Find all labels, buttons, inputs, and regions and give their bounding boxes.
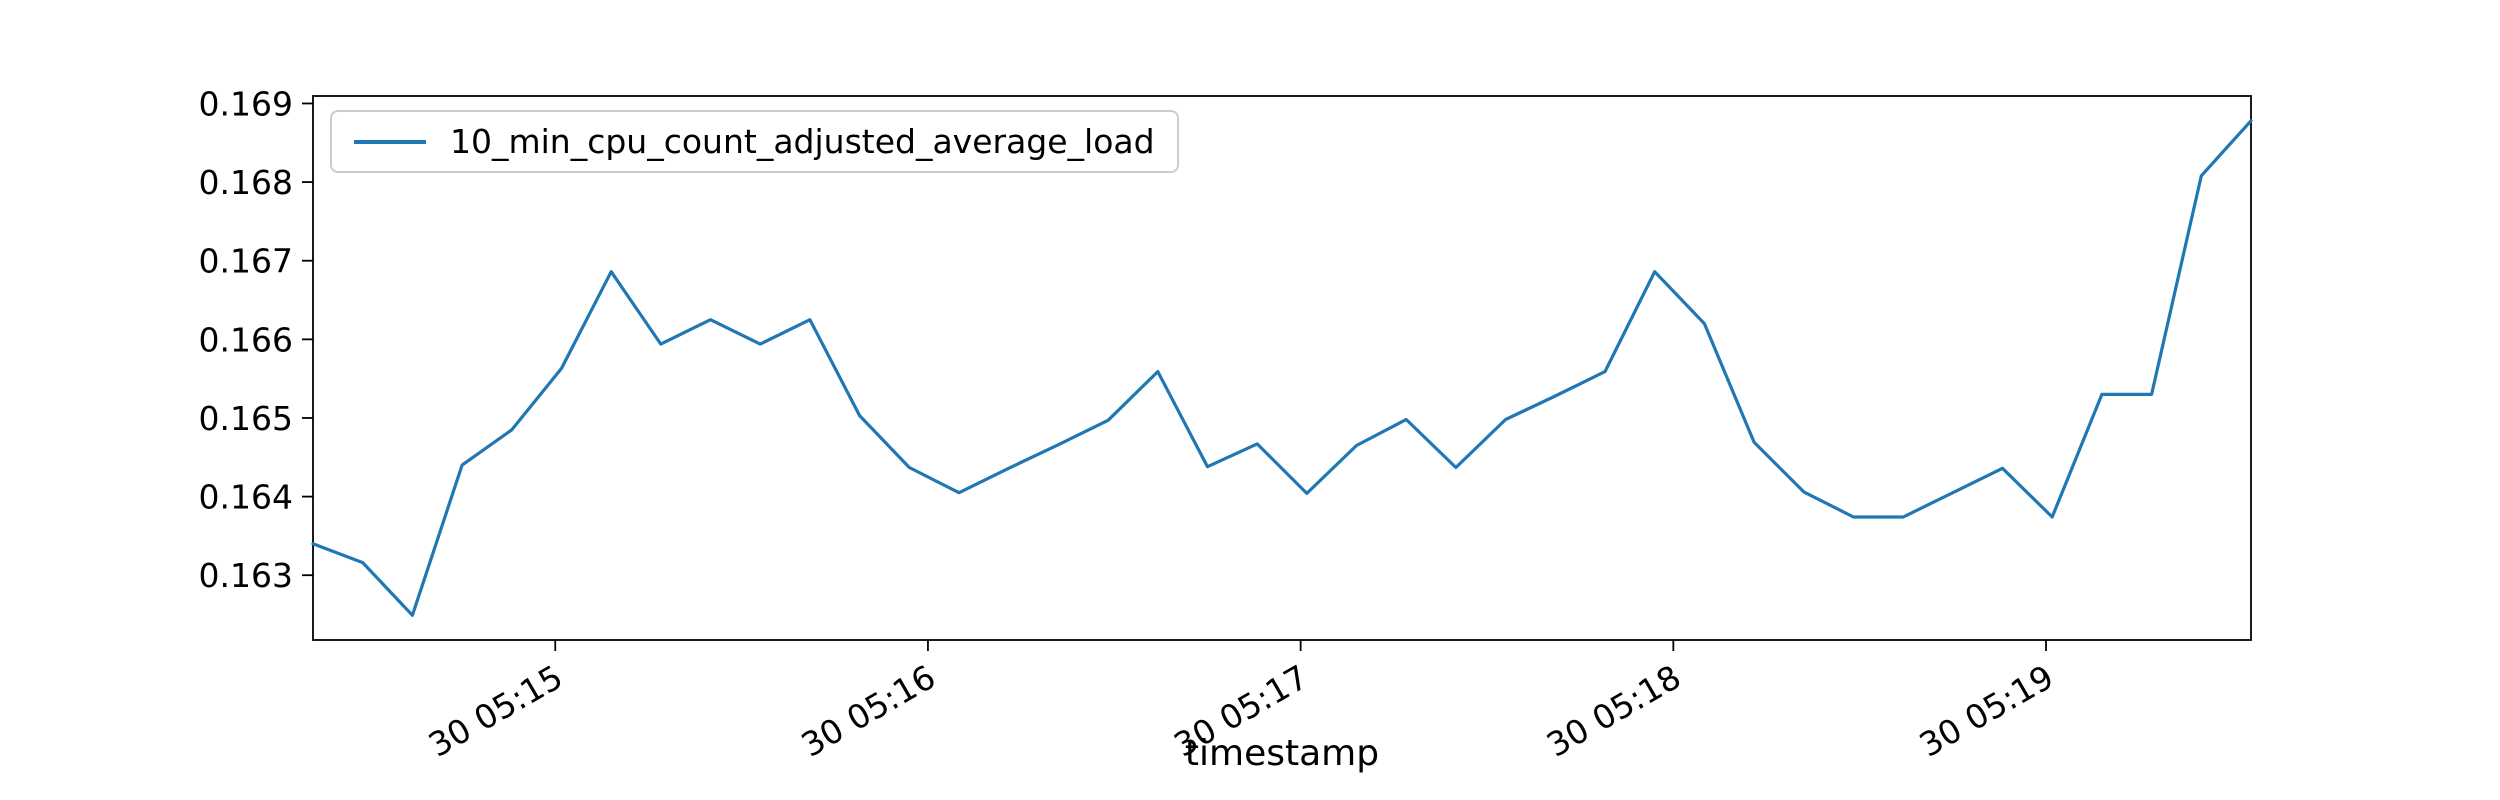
legend-line-sample-icon: [354, 139, 426, 144]
data-series-line: [311, 119, 2253, 617]
legend-label: 10_min_cpu_count_adjusted_average_load: [450, 122, 1155, 161]
svg-text:0.164: 0.164: [199, 478, 293, 517]
y-axis-ticks: 0.163 0.164 0.165 0.166 0.167 0.168 0.169: [199, 84, 313, 595]
svg-text:0.167: 0.167: [199, 242, 293, 281]
legend: 10_min_cpu_count_adjusted_average_load: [330, 110, 1179, 173]
x-axis-title: timestamp: [1184, 733, 1380, 774]
svg-text:0.168: 0.168: [199, 163, 293, 202]
svg-text:0.163: 0.163: [199, 556, 293, 595]
svg-text:0.169: 0.169: [199, 84, 293, 123]
svg-text:0.166: 0.166: [199, 320, 293, 359]
axes-spines: [312, 95, 2252, 641]
svg-text:0.165: 0.165: [199, 399, 293, 438]
